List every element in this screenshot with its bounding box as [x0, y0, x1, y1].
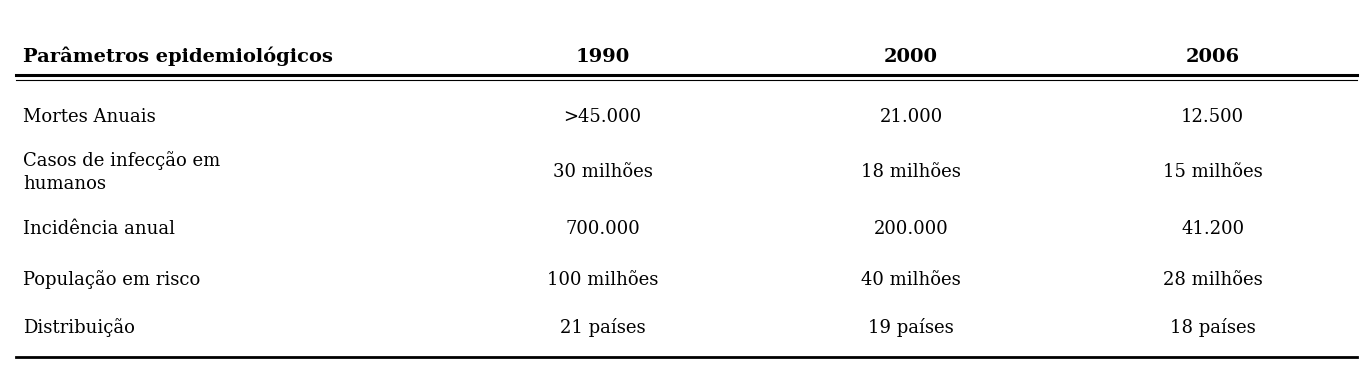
Text: 15 milhões: 15 milhões — [1163, 163, 1263, 181]
Text: 1990: 1990 — [576, 48, 629, 66]
Text: 18 países: 18 países — [1169, 318, 1256, 337]
Text: >45.000: >45.000 — [563, 108, 642, 126]
Text: Incidência anual: Incidência anual — [23, 220, 175, 238]
Text: Parâmetros epidemiológicos: Parâmetros epidemiológicos — [23, 47, 333, 67]
Text: 2000: 2000 — [884, 48, 938, 66]
Text: Mortes Anuais: Mortes Anuais — [23, 108, 156, 126]
Text: Casos de infecção em
humanos: Casos de infecção em humanos — [23, 152, 221, 193]
Text: 28 milhões: 28 milhões — [1163, 271, 1263, 289]
Text: 19 países: 19 países — [868, 318, 954, 337]
Text: 40 milhões: 40 milhões — [861, 271, 961, 289]
Text: População em risco: População em risco — [23, 270, 200, 290]
Text: 2006: 2006 — [1186, 48, 1239, 66]
Text: Distribuição: Distribuição — [23, 318, 136, 337]
Text: 21.000: 21.000 — [879, 108, 943, 126]
Text: 200.000: 200.000 — [873, 220, 949, 238]
Text: 21 países: 21 países — [559, 318, 646, 337]
Text: 700.000: 700.000 — [565, 220, 640, 238]
Text: 18 milhões: 18 milhões — [861, 163, 961, 181]
Text: 41.200: 41.200 — [1180, 220, 1245, 238]
Text: 100 milhões: 100 milhões — [547, 271, 658, 289]
Text: 30 milhões: 30 milhões — [553, 163, 653, 181]
Text: 12.500: 12.500 — [1180, 108, 1245, 126]
